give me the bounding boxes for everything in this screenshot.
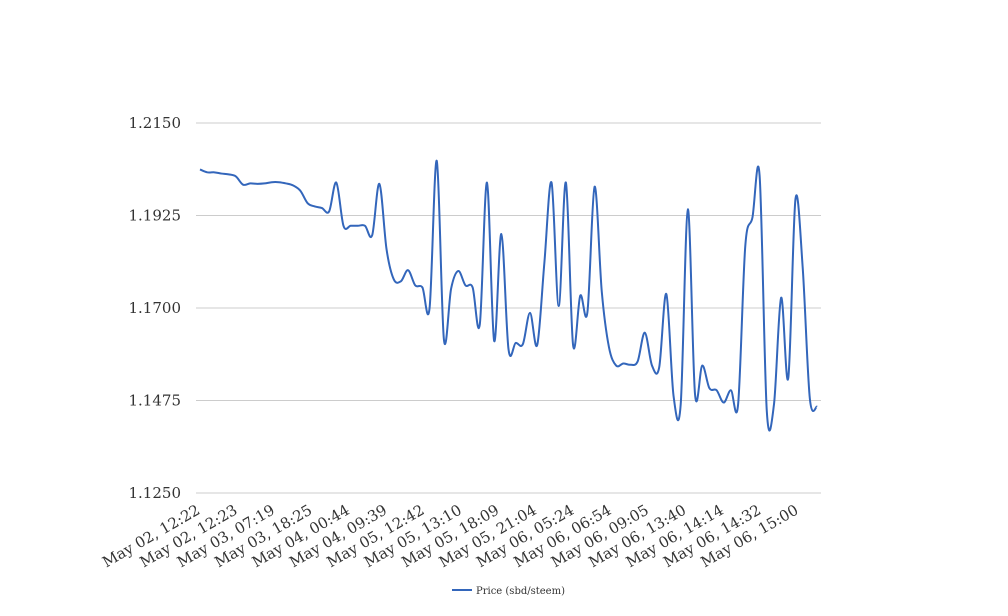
y-tick-label: 1.2150	[129, 114, 182, 132]
legend: Price (sbd/steem)	[452, 586, 565, 597]
y-tick-label: 1.1475	[129, 392, 182, 410]
y-tick-label: 1.1925	[129, 207, 182, 225]
y-tick-label: 1.1250	[129, 484, 182, 502]
y-tick-label: 1.1700	[129, 299, 182, 317]
legend-label-price: Price (sbd/steem)	[476, 586, 565, 597]
y-axis-ticks: 1.1250 1.1475 1.1700 1.1925 1.2150	[129, 114, 182, 502]
series-line-price	[199, 159, 818, 432]
series-layer	[199, 159, 818, 432]
gridlines	[196, 122, 821, 494]
